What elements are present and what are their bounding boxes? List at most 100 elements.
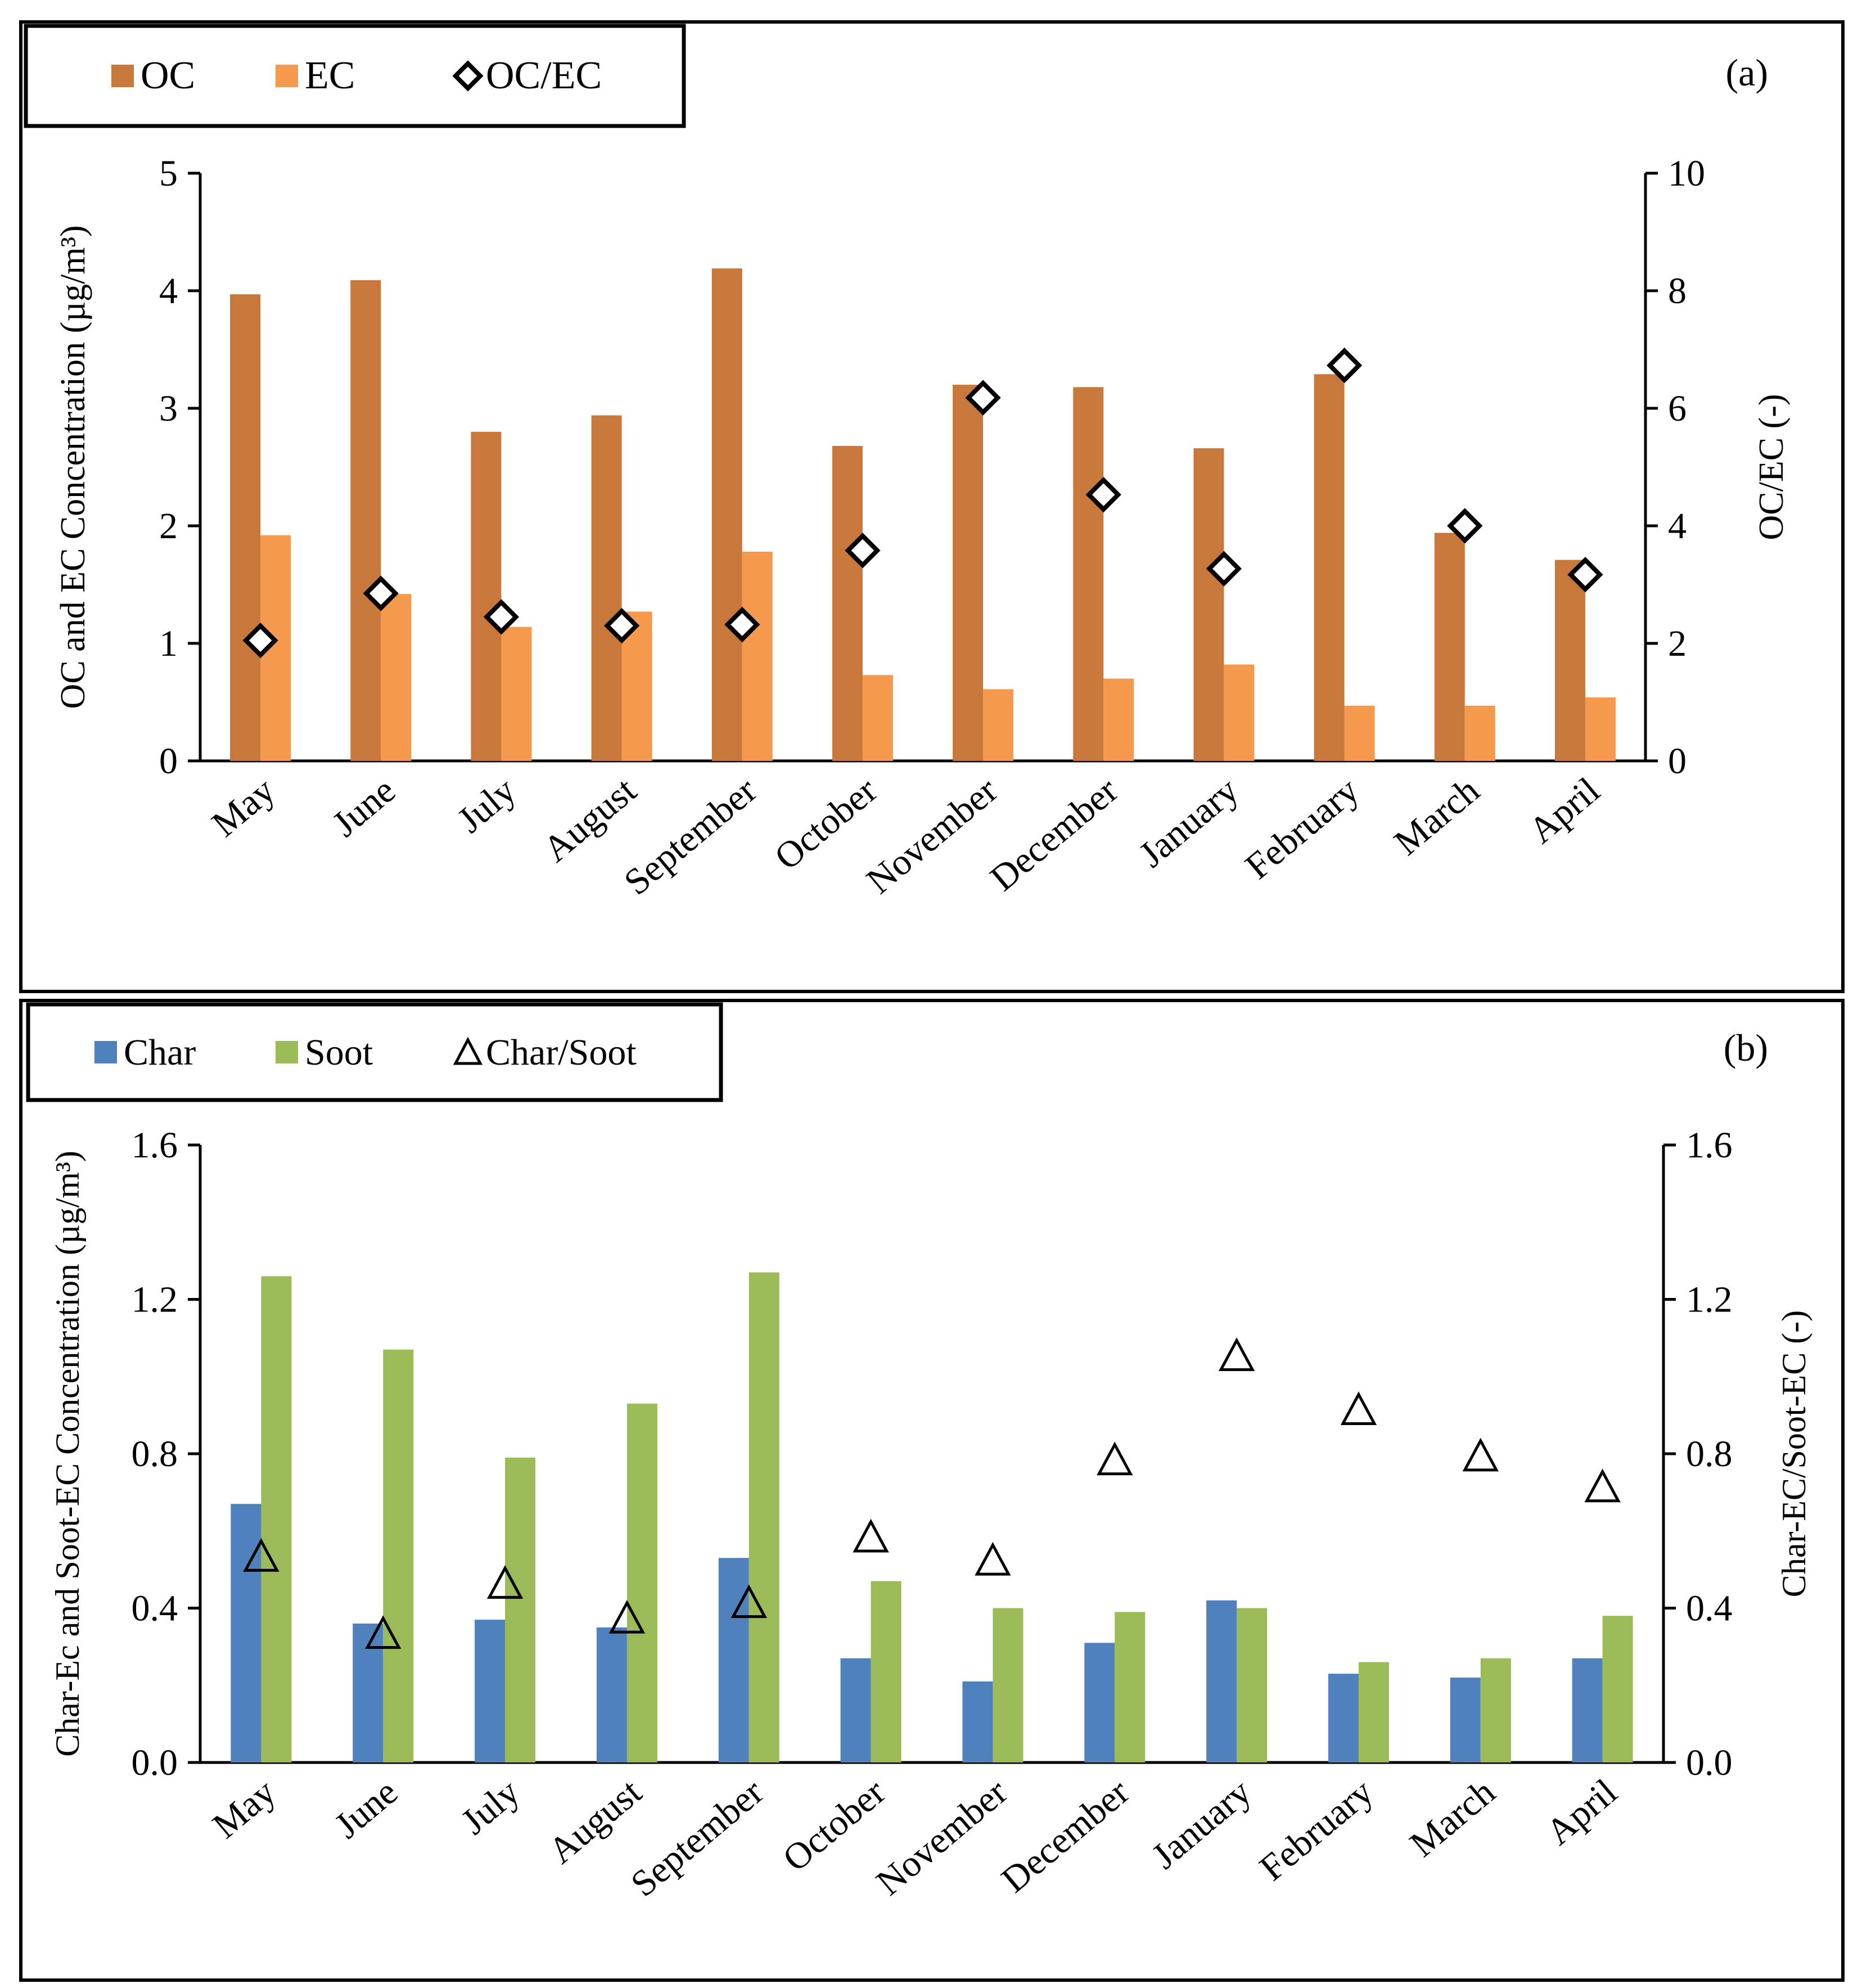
x-tick-label: August bbox=[535, 770, 644, 870]
bar-char bbox=[718, 1558, 749, 1762]
marker-ratio bbox=[1085, 476, 1121, 513]
bar-soot bbox=[1602, 1616, 1633, 1762]
bar-oc bbox=[1434, 533, 1465, 761]
marker-ratio bbox=[965, 380, 1001, 416]
panel-label: (a) bbox=[1726, 51, 1768, 94]
bar-oc bbox=[1073, 387, 1104, 761]
marker-ratio bbox=[1584, 1468, 1621, 1503]
y-axis-title: Char-Ec and Soot-EC Concentration (µg/m³… bbox=[49, 1151, 86, 1757]
y2-tick-label: 6 bbox=[1668, 388, 1687, 429]
bar-soot bbox=[1358, 1662, 1389, 1762]
marker-ratio bbox=[608, 1599, 646, 1634]
bar-soot bbox=[993, 1608, 1024, 1762]
y-tick-label: 5 bbox=[159, 153, 178, 194]
bar-char bbox=[1450, 1678, 1481, 1762]
bar-oc bbox=[471, 431, 502, 761]
panel-label: (b) bbox=[1724, 1026, 1768, 1069]
y2-axis-title: Char-EC/Soot-EC (-) bbox=[1775, 1310, 1813, 1597]
bar-oc bbox=[953, 385, 984, 761]
y-tick-label: 0.8 bbox=[132, 1433, 178, 1475]
x-tick-label: October bbox=[767, 770, 885, 878]
marker-ratio bbox=[1326, 348, 1363, 384]
chart-panel-a: OC EC OC/EC (a) 0 1 2 3 4 5 0 2 4 6 8 10 OC and EC Conce… bbox=[19, 20, 1845, 993]
y-tick-label: 0.0 bbox=[132, 1742, 178, 1783]
legend-box bbox=[24, 24, 686, 128]
y2-axis-title: OC/EC (-) bbox=[1752, 394, 1791, 540]
marker-ratio bbox=[1340, 1391, 1377, 1426]
marker-ratio bbox=[1097, 1441, 1133, 1476]
legend-label-1: EC bbox=[305, 54, 355, 97]
bar-soot bbox=[626, 1403, 657, 1762]
bar-oc bbox=[711, 268, 742, 761]
marker-ratio bbox=[1462, 1437, 1499, 1472]
bar-soot bbox=[505, 1457, 536, 1762]
bar-char bbox=[840, 1658, 871, 1762]
legend-label-0: OC bbox=[141, 54, 195, 97]
bar-ec bbox=[1224, 664, 1255, 761]
legend-marker-ratio bbox=[453, 1036, 483, 1065]
y2-tick-label: 1.2 bbox=[1686, 1279, 1733, 1320]
x-tick-label: December bbox=[994, 1771, 1137, 1901]
bar-oc bbox=[350, 280, 381, 761]
x-tick-label: January bbox=[1144, 1771, 1259, 1877]
x-tick-label: September bbox=[616, 770, 764, 903]
marker-ratio bbox=[731, 1584, 767, 1619]
x-tick-label: March bbox=[1403, 1771, 1503, 1865]
y-tick-label: 3 bbox=[159, 388, 178, 429]
marker-ratio bbox=[975, 1541, 1011, 1576]
bar-ec bbox=[862, 675, 893, 761]
marker-ratio bbox=[603, 607, 640, 644]
bar-char bbox=[596, 1627, 627, 1762]
bar-char bbox=[1206, 1600, 1237, 1762]
x-tick-label: March bbox=[1387, 770, 1487, 864]
y-tick-label: 0 bbox=[159, 741, 178, 782]
legend-swatch-oc bbox=[111, 65, 134, 87]
legend-box bbox=[26, 1002, 723, 1102]
marker-ratio bbox=[486, 1565, 524, 1599]
y-tick-label: 1.6 bbox=[132, 1125, 178, 1166]
marker-ratio bbox=[365, 1615, 402, 1649]
y2-tick-label: 0.8 bbox=[1686, 1433, 1733, 1475]
y2-tick-label: 0.4 bbox=[1686, 1588, 1733, 1629]
bar-ec bbox=[1464, 705, 1495, 761]
y2-tick-label: 2 bbox=[1668, 623, 1687, 664]
marker-ratio bbox=[483, 599, 520, 635]
bar-char bbox=[1084, 1643, 1115, 1762]
y2-tick-label: 10 bbox=[1668, 153, 1705, 194]
x-tick-label: November bbox=[869, 1771, 1015, 1904]
x-tick-label: May bbox=[205, 1771, 283, 1847]
y2-tick-label: 4 bbox=[1668, 506, 1687, 547]
legend-label-1: Soot bbox=[305, 1032, 373, 1073]
marker-ratio bbox=[845, 533, 881, 569]
bar-oc bbox=[230, 294, 261, 761]
x-tick-label: August bbox=[541, 1771, 650, 1872]
bar-ec bbox=[983, 689, 1014, 761]
legend-swatch-char bbox=[94, 1041, 117, 1063]
bar-oc bbox=[1314, 374, 1345, 761]
bar-soot bbox=[261, 1276, 292, 1762]
bar-char bbox=[1328, 1674, 1359, 1762]
legend-swatch-ec bbox=[276, 65, 298, 87]
legend-label-2: OC/EC bbox=[486, 54, 602, 97]
y-tick-label: 1.2 bbox=[132, 1279, 178, 1320]
bar-soot bbox=[749, 1272, 779, 1762]
y-tick-label: 1 bbox=[159, 623, 178, 664]
bar-soot bbox=[871, 1581, 901, 1762]
x-tick-label: January bbox=[1131, 770, 1246, 876]
bar-char bbox=[962, 1681, 993, 1762]
bar-ec bbox=[381, 594, 412, 761]
x-tick-label: February bbox=[1238, 770, 1367, 887]
marker-ratio bbox=[363, 575, 399, 611]
legend-marker-ratio bbox=[452, 60, 484, 92]
x-tick-label: May bbox=[204, 770, 283, 845]
chart-a-svg: OC EC OC/EC (a) 0 1 2 3 4 5 0 2 4 6 8 10 OC and EC Conce… bbox=[24, 24, 1791, 903]
x-tick-label: November bbox=[859, 770, 1005, 902]
chart-panel-b: Char Soot Char/Soot (b) 0.0 0.4 0.8 1.2 1.6 0.0 0.… bbox=[19, 999, 1845, 1982]
marker-ratio bbox=[242, 623, 278, 659]
x-tick-label: June bbox=[324, 770, 403, 845]
bar-soot bbox=[383, 1349, 414, 1762]
x-tick-label: April bbox=[1521, 770, 1608, 851]
x-tick-label: April bbox=[1539, 1771, 1625, 1853]
y2-tick-label: 8 bbox=[1668, 271, 1687, 312]
x-tick-label: June bbox=[327, 1771, 405, 1847]
